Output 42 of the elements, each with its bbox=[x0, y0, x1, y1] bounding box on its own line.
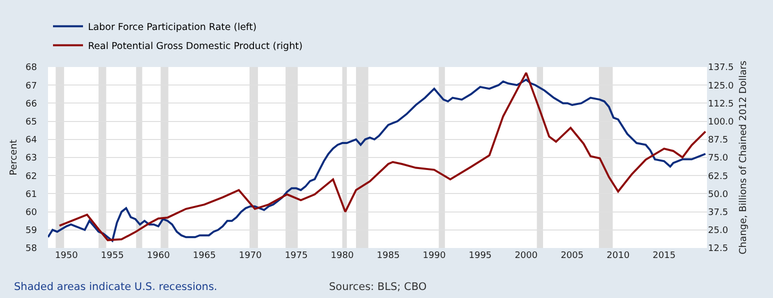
legend-label: Real Potential Gross Domestic Product (right) bbox=[88, 40, 303, 52]
y2-tick-label: 50.0 bbox=[708, 190, 728, 200]
y-tick-label: 64 bbox=[26, 136, 38, 146]
y-axis-title: Percent bbox=[8, 139, 20, 176]
x-tick-label: 2015 bbox=[652, 251, 676, 261]
y2-tick-label: 62.5 bbox=[708, 172, 728, 182]
x-tick-label: 2010 bbox=[606, 251, 630, 261]
y2-tick-label: 37.5 bbox=[708, 208, 728, 218]
y2-tick-label: 137.5 bbox=[708, 63, 734, 74]
x-tick-label: 1980 bbox=[330, 251, 354, 261]
source-note: Sources: BLS; CBO bbox=[329, 281, 427, 293]
y-tick-label: 66 bbox=[26, 99, 38, 110]
y-tick-label: 63 bbox=[26, 154, 37, 164]
y2-tick-label: 100.0 bbox=[708, 117, 734, 128]
y2-tick-label: 112.5 bbox=[708, 99, 734, 110]
y-tick-label: 67 bbox=[26, 81, 37, 92]
x-tick-label: 1990 bbox=[422, 251, 446, 261]
y-tick-label: 59 bbox=[26, 226, 38, 236]
x-tick-label: 2005 bbox=[560, 251, 584, 261]
y-tick-label: 65 bbox=[26, 117, 37, 128]
y2-axis-title: Change, Billions of Chained 2012 Dollars bbox=[738, 60, 750, 254]
y-tick-label: 58 bbox=[26, 244, 38, 254]
y2-tick-label: 87.5 bbox=[708, 136, 728, 146]
y-tick-label: 68 bbox=[26, 63, 38, 74]
y-tick-label: 62 bbox=[26, 172, 37, 182]
legend-label: Labor Force Participation Rate (left) bbox=[88, 22, 257, 33]
y-tick-label: 60 bbox=[26, 208, 38, 218]
x-tick-label: 1955 bbox=[100, 251, 124, 261]
x-tick-label: 1975 bbox=[284, 251, 308, 261]
y2-tick-label: 75.0 bbox=[708, 154, 728, 164]
x-tick-label: 1985 bbox=[376, 251, 400, 261]
x-tick-label: 1950 bbox=[54, 251, 78, 261]
x-tick-label: 1965 bbox=[192, 251, 216, 261]
x-tick-label: 1970 bbox=[238, 251, 262, 261]
y-tick-label: 61 bbox=[26, 190, 37, 200]
y2-tick-label: 25.0 bbox=[708, 226, 728, 236]
x-tick-label: 1960 bbox=[146, 251, 170, 261]
x-tick-label: 2000 bbox=[514, 251, 538, 261]
text: Shaded areas indicate U.S. recessions. bbox=[14, 281, 218, 293]
y2-tick-label: 12.5 bbox=[708, 244, 728, 254]
y2-tick-label: 125.0 bbox=[708, 81, 734, 92]
x-tick-label: 1995 bbox=[468, 251, 492, 261]
